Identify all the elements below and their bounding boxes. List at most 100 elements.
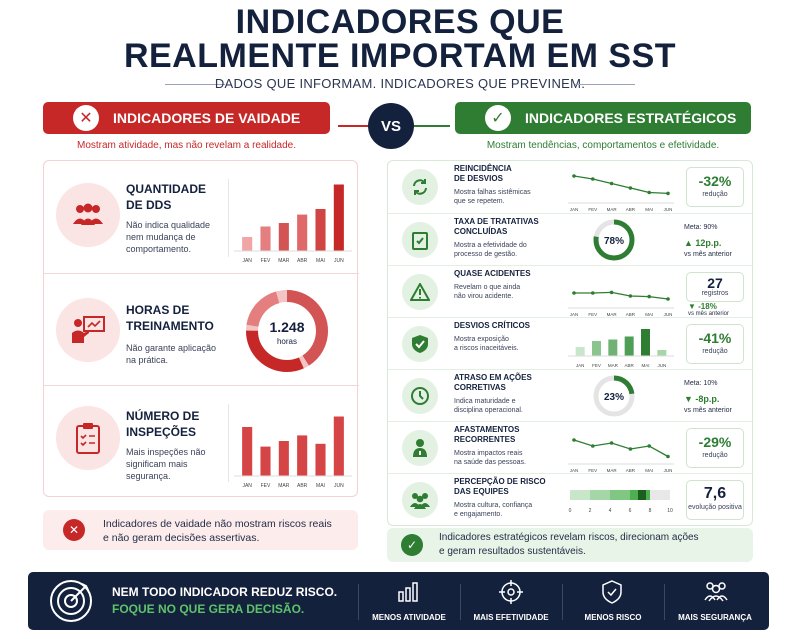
tick-label: MAR <box>607 312 618 317</box>
tick-label: JUN <box>664 312 673 317</box>
tick-label: JUN <box>334 483 344 489</box>
data-point <box>572 438 576 442</box>
banner-item-more-effectiveness: MAIS EFETIVIDADE <box>461 572 561 630</box>
team-icon <box>402 482 438 518</box>
crosshair-icon <box>499 580 523 604</box>
strategic-item-reincidence: REINCIDÊNCIA DE DESVIOS Mostra falhas sis… <box>388 161 754 213</box>
banner-divider <box>460 584 461 620</box>
meta-label: Meta: 90% <box>684 224 718 231</box>
tick-label: FEV <box>261 483 271 489</box>
tick-label: JAN <box>242 258 252 264</box>
data-point <box>666 191 670 196</box>
training-icon <box>56 298 120 362</box>
divider <box>228 404 229 482</box>
banner-item-less-activity: MENOS ATIVIDADE <box>359 572 459 630</box>
subtitle-divider-left <box>165 84 225 85</box>
tick-label: 8 <box>649 508 652 514</box>
tick-label: FEV <box>588 312 597 317</box>
strategic-panel: REINCIDÊNCIA DE DESVIOS Mostra falhas sis… <box>387 160 754 526</box>
data-point <box>628 294 633 298</box>
critical-bar-chart: JAN FEV MAR ABR MAI JUN <box>568 329 674 368</box>
series-line <box>573 175 669 195</box>
item-desc: Indica maturidade e disciplina operaciona… <box>454 398 523 414</box>
group-icon <box>56 183 120 247</box>
item-title: AFASTAMENTOS RECORRENTES <box>454 425 520 444</box>
data-point <box>591 291 595 295</box>
vanity-caption: Mostram atividade, mas não revelam a rea… <box>77 140 296 151</box>
item-desc: Mostra impactos reais na saúde das pessoa… <box>454 450 526 466</box>
series-line <box>574 291 669 300</box>
data-point <box>628 447 633 451</box>
check-icon: ✓ <box>485 105 511 131</box>
item-title: PERCEPÇÃO DE RISCO DAS EQUIPES <box>454 477 546 496</box>
tick-label: MAI <box>641 363 649 368</box>
tick-label: MAR <box>278 483 290 489</box>
data-point <box>666 297 670 301</box>
chart-bar <box>575 347 585 356</box>
tick-label: JUN <box>664 207 673 212</box>
tick-label: JUN <box>657 363 666 368</box>
tick-label: MAI <box>316 258 325 264</box>
strategic-item-absences: AFASTAMENTOS RECORRENTES Mostra impactos … <box>388 421 754 473</box>
chart-bar <box>657 350 667 356</box>
critical-kpi: -41% redução <box>686 324 744 364</box>
vanity-panel: QUANTIDADE DE DDS Não indica qualidade nem… <box>43 160 359 497</box>
chart-bar <box>242 237 253 251</box>
data-point <box>647 190 651 195</box>
data-point <box>666 454 670 459</box>
banner-item-less-risk: MENOS RISCO <box>563 572 663 630</box>
item-title: TAXA DE TRATATIVAS CONCLUÍDAS <box>454 217 539 236</box>
item-desc: Não garante aplicação na prática. <box>126 343 217 365</box>
scale-segment <box>650 490 670 500</box>
training-donut: 1.248 horas <box>246 290 328 372</box>
tick-label: MAI <box>316 483 325 489</box>
strategic-footer-text: Indicadores estratégicos revelam riscos,… <box>439 532 699 557</box>
chart-bar <box>297 435 308 476</box>
person-icon <box>402 430 438 466</box>
scale-segment <box>590 490 610 500</box>
perception-scale-chart: 0 2 4 6 8 10 <box>569 490 673 514</box>
delta-note: vs mês anterior <box>684 407 732 414</box>
tick-label: MAR <box>607 468 618 473</box>
chart-bar <box>242 427 253 476</box>
chart-bar <box>624 336 634 356</box>
item-title: DESVIOS CRÍTICOS <box>454 321 531 330</box>
delta-note: vs mês anterior <box>688 311 730 317</box>
tick-label: JUN <box>664 468 673 473</box>
banner-item-more-safety: MAIS SEGURANÇA <box>665 572 765 630</box>
delta: ▼ -18% <box>688 302 717 311</box>
divider <box>228 179 229 257</box>
near-misses-kpi: 27 registros <box>686 272 744 302</box>
reincidence-kpi: -32% redução <box>686 167 744 207</box>
dds-bar-chart: JAN FEV MAR ABR MAI JUN <box>234 184 352 264</box>
item-title: NÚMERO DE INSPEÇÕES <box>126 409 200 439</box>
clipboard-icon <box>56 406 120 470</box>
strategic-item-critical-deviations: DESVIOS CRÍTICOS Mostra exposição a risco… <box>388 317 754 369</box>
tick-label: FEV <box>261 258 271 264</box>
x-icon: ✕ <box>73 105 99 131</box>
tick-label: 4 <box>609 508 612 514</box>
chart-bar <box>315 443 326 476</box>
tick-label: FEV <box>592 363 601 368</box>
tick-label: FEV <box>588 207 597 212</box>
recycle-icon <box>402 169 438 205</box>
chart-bar <box>608 339 618 356</box>
data-point <box>628 186 633 190</box>
training-value: 1.248 <box>269 319 304 335</box>
warning-icon <box>402 274 438 310</box>
absences-kpi: -29% redução <box>686 428 744 468</box>
item-desc: Mostra a efetividade do processo de gestã… <box>454 242 527 258</box>
banner-divider <box>562 584 563 620</box>
vanity-header-badge: ✕ INDICADORES DE VAIDADE <box>43 102 330 134</box>
vanity-header-label: INDICADORES DE VAIDADE <box>113 110 301 126</box>
item-title: ATRASO EM AÇÕES CORRETIVAS <box>454 373 532 392</box>
strategic-header-badge: ✓ INDICADORES ESTRATÉGICOS <box>455 102 751 134</box>
reincidence-line-chart: JAN FEV MAR ABR MAI JUN <box>568 174 674 212</box>
chart-bar <box>592 341 601 356</box>
strategic-item-near-misses: QUASE ACIDENTES Revelam o que ainda não v… <box>388 265 754 317</box>
series-line <box>573 439 669 458</box>
tick-label: ABR <box>297 483 308 489</box>
tick-label: JAN <box>570 468 579 473</box>
tick-label: MAI <box>645 207 653 212</box>
item-title: HORAS DE TREINAMENTO <box>126 303 214 333</box>
